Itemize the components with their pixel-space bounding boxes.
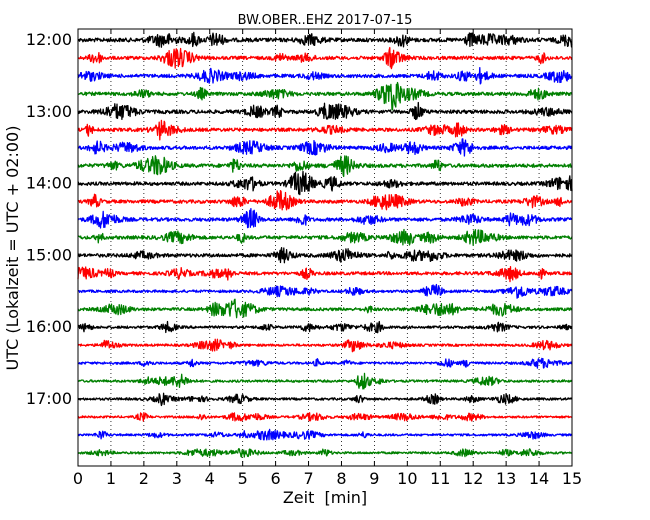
x-tick-label: 11 <box>430 469 450 488</box>
traces <box>77 31 573 458</box>
x-tick-label: 2 <box>139 469 149 488</box>
x-axis-label: Zeit [min] <box>283 488 367 507</box>
x-tick-label: 10 <box>397 469 417 488</box>
trace-1730 <box>77 428 573 441</box>
trace-1745 <box>77 448 573 458</box>
trace-1330 <box>77 138 573 157</box>
trace-1615 <box>77 338 573 353</box>
trace-1315 <box>77 119 573 141</box>
y-tick-label: 16:00 <box>26 317 72 336</box>
trace-1630 <box>77 357 573 369</box>
x-tick-label: 7 <box>303 469 313 488</box>
trace-1415 <box>77 189 573 211</box>
x-tick-label: 15 <box>562 469 582 488</box>
trace-1230 <box>77 67 573 85</box>
trace-1445 <box>77 228 573 246</box>
trace-1215 <box>77 46 573 70</box>
x-tick-label: 0 <box>73 469 83 488</box>
y-tick-label: 17:00 <box>26 389 72 408</box>
trace-1200 <box>77 31 573 48</box>
y-axis-ticks: 12:00 13:00 14:00 15:00 16:00 17:00 <box>26 30 572 408</box>
x-tick-label: 4 <box>205 469 215 488</box>
plot-frame <box>77 28 573 467</box>
x-tick-label: 13 <box>496 469 516 488</box>
trace-1245 <box>77 81 573 111</box>
chart-title: BW.OBER..EHZ 2017-07-15 <box>238 13 413 28</box>
trace-1645 <box>77 372 573 390</box>
trace-1545 <box>77 298 573 319</box>
x-tick-label: 12 <box>463 469 483 488</box>
trace-1715 <box>77 412 573 422</box>
x-tick-label: 3 <box>172 469 182 488</box>
x-tick-label: 1 <box>106 469 116 488</box>
trace-1345 <box>77 155 573 178</box>
trace-1600 <box>77 320 573 334</box>
trace-1530 <box>77 283 573 299</box>
trace-1515 <box>77 265 573 283</box>
trace-1400 <box>77 170 573 196</box>
x-tick-label: 9 <box>369 469 379 488</box>
y-tick-label: 12:00 <box>26 30 72 49</box>
trace-1300 <box>77 101 573 121</box>
y-tick-label: 13:00 <box>26 102 72 121</box>
x-axis-ticks: 0 1 2 3 4 5 6 7 8 9 10 11 12 13 14 15 <box>73 29 582 488</box>
y-tick-label: 14:00 <box>26 174 72 193</box>
x-tick-label: 14 <box>529 469 549 488</box>
trace-1700 <box>77 392 573 407</box>
y-axis-label: UTC (Lokalzeit = UTC + 02:00) <box>3 126 22 371</box>
x-tick-label: 5 <box>238 469 248 488</box>
trace-1430 <box>77 208 573 229</box>
trace-1500 <box>77 246 573 264</box>
x-tick-label: 8 <box>336 469 346 488</box>
x-tick-label: 6 <box>271 469 281 488</box>
y-tick-label: 15:00 <box>26 245 72 264</box>
